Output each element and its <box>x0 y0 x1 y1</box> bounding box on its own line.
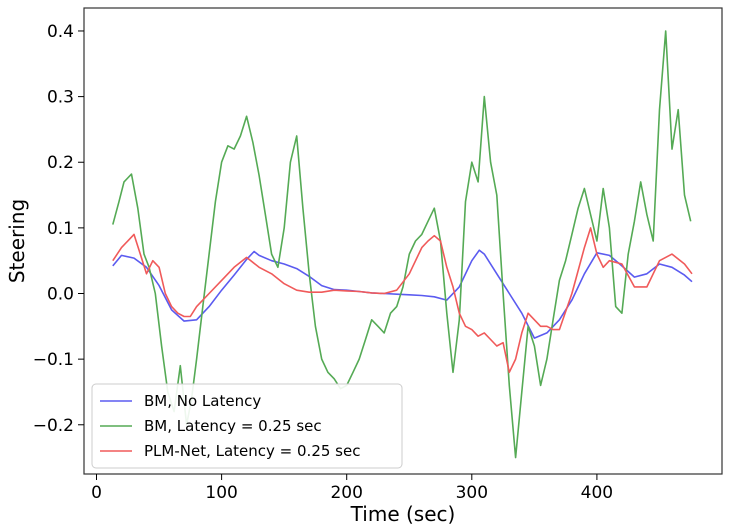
y-tick-label: 0.3 <box>47 88 74 108</box>
x-axis-ticks: 0 100 200 300 400 <box>91 474 613 503</box>
y-tick-label: 0.4 <box>47 22 74 42</box>
series-line-2 <box>112 30 692 459</box>
x-tick-label: 400 <box>581 483 613 503</box>
legend-entry: BM, Latency = 0.25 sec <box>144 417 322 435</box>
legend-entry: PLM-Net, Latency = 0.25 sec <box>144 442 360 460</box>
series-layer <box>112 30 693 459</box>
y-tick-label: −0.2 <box>33 416 74 436</box>
legend-entry: BM, No Latency <box>144 392 261 410</box>
y-axis-ticks: −0.2 −0.1 0.0 0.1 0.2 0.3 0.4 <box>33 22 84 436</box>
series-line-1 <box>112 249 693 339</box>
x-tick-label: 200 <box>330 483 362 503</box>
x-tick-label: 0 <box>91 483 102 503</box>
x-tick-label: 300 <box>456 483 488 503</box>
series-line-3 <box>112 227 693 374</box>
y-tick-label: 0.1 <box>47 219 74 239</box>
y-tick-label: 0.2 <box>47 153 74 173</box>
y-tick-label: −0.1 <box>33 350 74 370</box>
y-axis-label: Steering <box>5 199 29 283</box>
legend-box <box>91 383 403 469</box>
x-tick-label: 100 <box>205 483 237 503</box>
legend: BM, No Latency BM, Latency = 0.25 sec PLM-… <box>91 383 403 469</box>
y-tick-label: 0.0 <box>47 285 74 305</box>
x-axis-label: Time (sec) <box>350 502 456 526</box>
